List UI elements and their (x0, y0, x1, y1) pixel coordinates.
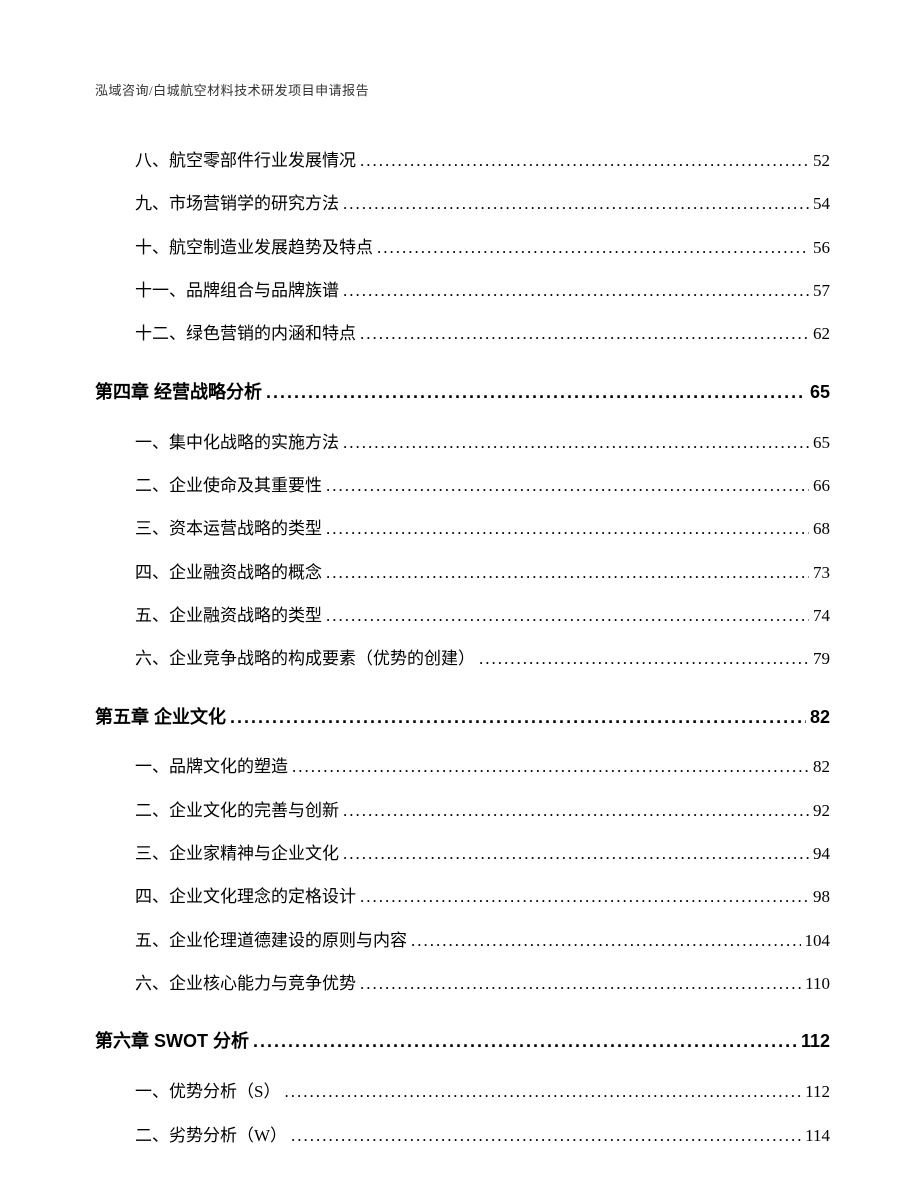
toc-entry-page: 52 (813, 139, 830, 182)
toc-leader-dots: ........................................… (343, 421, 809, 464)
toc-sub-entry: 十二、绿色营销的内涵和特点...........................… (95, 312, 830, 355)
toc-sub-entry: 五、企业伦理道德建设的原则与内容........................… (95, 919, 830, 962)
toc-leader-dots: ........................................… (230, 703, 806, 732)
toc-leader-dots: ........................................… (343, 789, 809, 832)
toc-entry-page: 56 (813, 226, 830, 269)
toc-leader-dots: ........................................… (377, 226, 809, 269)
toc-entry-label: 二、企业文化的完善与创新 (135, 789, 339, 832)
toc-chapter-entry: 第五章 企业文化................................… (95, 703, 830, 732)
toc-entry-label: 一、优势分析（S） (135, 1070, 280, 1113)
toc-entry-page: 82 (810, 703, 830, 732)
toc-entry-label: 一、品牌文化的塑造 (135, 745, 288, 788)
toc-sub-entry: 一、集中化战略的实施方法............................… (95, 421, 830, 464)
toc-entry-page: 92 (813, 789, 830, 832)
page-header: 泓域咨询/白城航空材料技术研发项目申请报告 (95, 80, 830, 99)
toc-entry-label: 第四章 经营战略分析 (95, 378, 262, 407)
toc-sub-entry: 四、企业文化理念的定格设计...........................… (95, 875, 830, 918)
toc-entry-page: 94 (813, 832, 830, 875)
toc-entry-label: 八、航空零部件行业发展情况 (135, 139, 356, 182)
toc-entry-label: 三、资本运营战略的类型 (135, 507, 322, 550)
toc-leader-dots: ........................................… (326, 594, 809, 637)
toc-leader-dots: ........................................… (326, 464, 809, 507)
toc-entry-label: 六、企业核心能力与竞争优势 (135, 962, 356, 1005)
toc-entry-label: 第五章 企业文化 (95, 703, 226, 732)
toc-entry-page: 54 (813, 182, 830, 225)
toc-sub-entry: 三、资本运营战略的类型.............................… (95, 507, 830, 550)
toc-leader-dots: ........................................… (266, 378, 806, 407)
toc-entry-page: 82 (813, 745, 830, 788)
toc-entry-page: 65 (810, 378, 830, 407)
toc-entry-page: 57 (813, 269, 830, 312)
toc-entry-label: 十二、绿色营销的内涵和特点 (135, 312, 356, 355)
toc-entry-page: 65 (813, 421, 830, 464)
toc-sub-entry: 一、优势分析（S）...............................… (95, 1070, 830, 1113)
toc-entry-page: 110 (805, 962, 830, 1005)
toc-entry-label: 十、航空制造业发展趋势及特点 (135, 226, 373, 269)
toc-sub-entry: 四、企业融资战略的概念.............................… (95, 551, 830, 594)
toc-entry-label: 四、企业融资战略的概念 (135, 551, 322, 594)
toc-leader-dots: ........................................… (292, 745, 809, 788)
toc-leader-dots: ........................................… (253, 1027, 797, 1056)
toc-entry-label: 九、市场营销学的研究方法 (135, 182, 339, 225)
toc-entry-page: 66 (813, 464, 830, 507)
toc-entry-page: 74 (813, 594, 830, 637)
toc-entry-page: 79 (813, 637, 830, 680)
toc-entry-page: 98 (813, 875, 830, 918)
toc-sub-entry: 三、企业家精神与企业文化............................… (95, 832, 830, 875)
toc-entry-page: 114 (805, 1114, 830, 1157)
toc-entry-page: 68 (813, 507, 830, 550)
toc-entry-label: 十一、品牌组合与品牌族谱 (135, 269, 339, 312)
toc-chapter-entry: 第六章 SWOT 分析.............................… (95, 1027, 830, 1056)
toc-sub-entry: 五、企业融资战略的类型.............................… (95, 594, 830, 637)
toc-leader-dots: ........................................… (326, 507, 809, 550)
toc-sub-entry: 六、企业竞争战略的构成要素（优势的创建）....................… (95, 637, 830, 680)
toc-leader-dots: ........................................… (360, 962, 801, 1005)
toc-leader-dots: ........................................… (411, 919, 801, 962)
toc-entry-label: 二、企业使命及其重要性 (135, 464, 322, 507)
toc-entry-page: 73 (813, 551, 830, 594)
toc-leader-dots: ........................................… (343, 832, 809, 875)
toc-sub-entry: 二、企业使命及其重要性.............................… (95, 464, 830, 507)
toc-entry-label: 五、企业融资战略的类型 (135, 594, 322, 637)
toc-sub-entry: 二、企业文化的完善与创新............................… (95, 789, 830, 832)
toc-leader-dots: ........................................… (479, 637, 809, 680)
toc-entry-page: 112 (801, 1027, 830, 1056)
toc-chapter-entry: 第四章 经营战略分析..............................… (95, 378, 830, 407)
toc-sub-entry: 八、航空零部件行业发展情况...........................… (95, 139, 830, 182)
toc-entry-label: 五、企业伦理道德建设的原则与内容 (135, 919, 407, 962)
toc-entry-label: 一、集中化战略的实施方法 (135, 421, 339, 464)
table-of-contents: 八、航空零部件行业发展情况...........................… (95, 139, 830, 1157)
toc-leader-dots: ........................................… (291, 1114, 801, 1157)
toc-sub-entry: 九、市场营销学的研究方法............................… (95, 182, 830, 225)
toc-entry-label: 六、企业竞争战略的构成要素（优势的创建） (135, 637, 475, 680)
toc-leader-dots: ........................................… (326, 551, 809, 594)
toc-leader-dots: ........................................… (360, 875, 809, 918)
toc-leader-dots: ........................................… (343, 182, 809, 225)
toc-sub-entry: 十、航空制造业发展趋势及特点..........................… (95, 226, 830, 269)
toc-entry-page: 62 (813, 312, 830, 355)
toc-leader-dots: ........................................… (343, 269, 809, 312)
toc-sub-entry: 十一、品牌组合与品牌族谱............................… (95, 269, 830, 312)
toc-entry-label: 第六章 SWOT 分析 (95, 1027, 249, 1056)
toc-entry-label: 二、劣势分析（W） (135, 1114, 287, 1157)
toc-entry-page: 112 (805, 1070, 830, 1113)
toc-sub-entry: 六、企业核心能力与竞争优势...........................… (95, 962, 830, 1005)
toc-entry-label: 三、企业家精神与企业文化 (135, 832, 339, 875)
toc-leader-dots: ........................................… (360, 139, 809, 182)
toc-entry-label: 四、企业文化理念的定格设计 (135, 875, 356, 918)
toc-sub-entry: 一、品牌文化的塑造...............................… (95, 745, 830, 788)
toc-sub-entry: 二、劣势分析（W）...............................… (95, 1114, 830, 1157)
toc-entry-page: 104 (805, 919, 831, 962)
toc-leader-dots: ........................................… (284, 1070, 801, 1113)
toc-leader-dots: ........................................… (360, 312, 809, 355)
